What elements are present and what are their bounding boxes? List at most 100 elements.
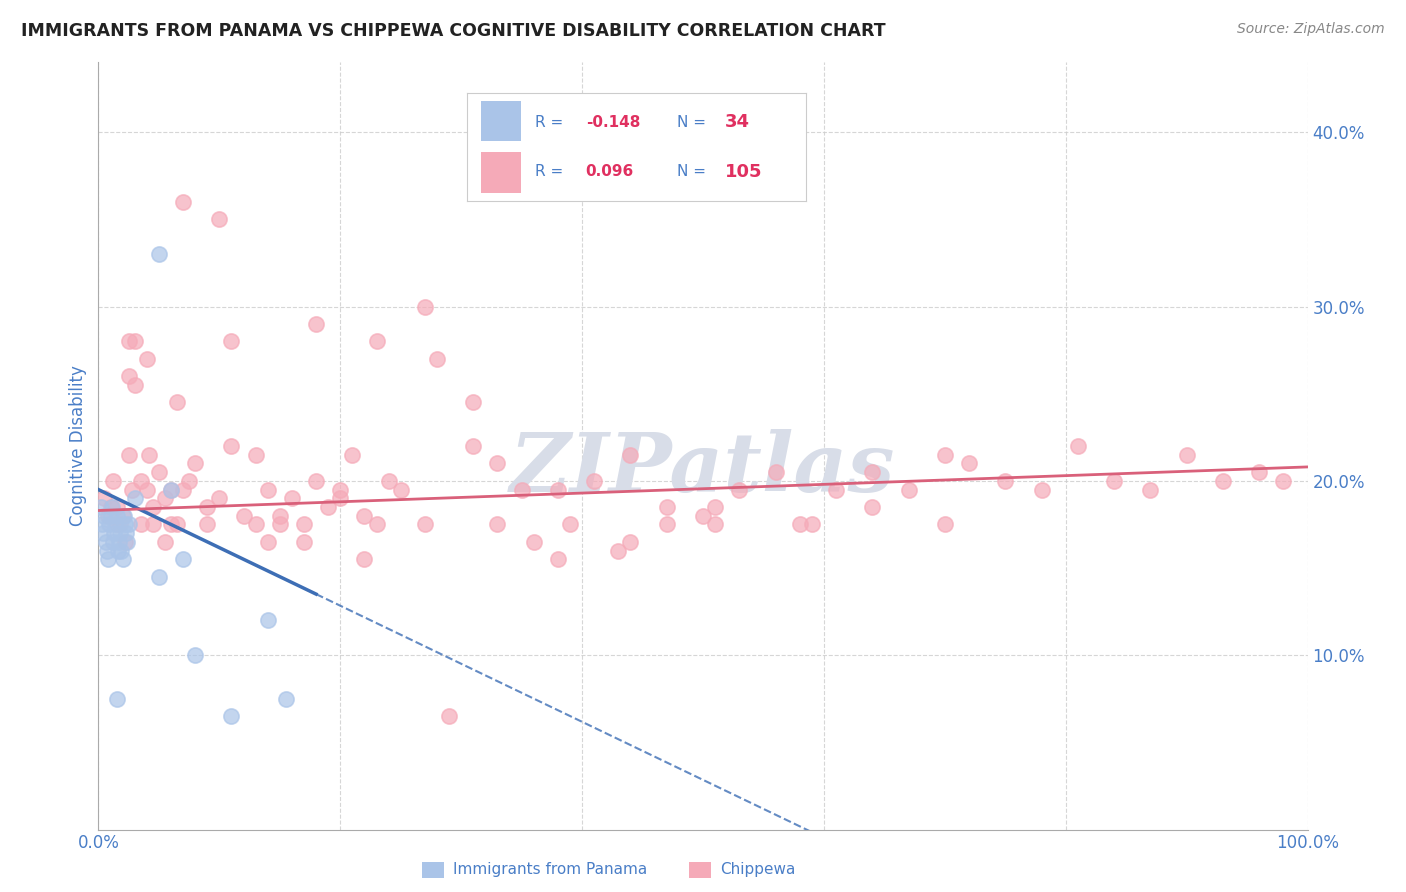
- Point: [129, 474, 152, 488]
- Point: [129, 517, 152, 532]
- Point: [100, 500, 122, 514]
- Point: [101, 474, 124, 488]
- Point: [1272, 474, 1295, 488]
- Point: [510, 483, 533, 497]
- Point: [111, 552, 134, 566]
- Point: [148, 247, 170, 261]
- Point: [316, 500, 339, 514]
- Point: [118, 448, 141, 462]
- Point: [1212, 474, 1234, 488]
- Point: [105, 500, 128, 514]
- Point: [486, 457, 509, 471]
- Point: [245, 448, 267, 462]
- Point: [166, 517, 188, 532]
- Point: [619, 534, 641, 549]
- Point: [437, 709, 460, 723]
- Text: IMMIGRANTS FROM PANAMA VS CHIPPEWA COGNITIVE DISABILITY CORRELATION CHART: IMMIGRANTS FROM PANAMA VS CHIPPEWA COGNI…: [21, 22, 886, 40]
- Point: [1139, 483, 1161, 497]
- Point: [342, 448, 364, 462]
- Point: [269, 508, 291, 523]
- Point: [184, 457, 207, 471]
- Point: [117, 534, 139, 549]
- Point: [172, 194, 194, 209]
- Point: [704, 517, 727, 532]
- Point: [1067, 439, 1090, 453]
- Point: [90, 500, 112, 514]
- Point: [221, 709, 243, 723]
- Point: [957, 457, 980, 471]
- Point: [547, 483, 569, 497]
- Point: [105, 517, 128, 532]
- Point: [232, 508, 254, 523]
- Point: [353, 508, 375, 523]
- Point: [104, 517, 127, 532]
- Point: [353, 552, 375, 566]
- Point: [221, 439, 243, 453]
- Point: [1031, 483, 1053, 497]
- Point: [124, 334, 146, 349]
- Point: [692, 508, 714, 523]
- Point: [148, 570, 170, 584]
- Point: [789, 517, 811, 532]
- Point: [281, 491, 304, 506]
- Point: [110, 543, 132, 558]
- Point: [124, 378, 146, 392]
- Point: [728, 483, 751, 497]
- Point: [329, 483, 352, 497]
- Text: ZIPatlas: ZIPatlas: [510, 429, 896, 509]
- Point: [366, 517, 388, 532]
- Point: [142, 517, 165, 532]
- Point: [179, 474, 201, 488]
- Point: [800, 517, 823, 532]
- Point: [860, 500, 883, 514]
- Point: [1102, 474, 1125, 488]
- Point: [274, 691, 297, 706]
- Point: [135, 483, 157, 497]
- Point: [108, 526, 131, 541]
- Point: [305, 317, 328, 331]
- Point: [655, 517, 678, 532]
- Point: [619, 448, 641, 462]
- Point: [765, 465, 787, 479]
- Point: [160, 483, 183, 497]
- Point: [463, 395, 485, 409]
- Point: [91, 517, 114, 532]
- Point: [94, 534, 117, 549]
- Point: [934, 448, 956, 462]
- Text: Chippewa: Chippewa: [720, 863, 796, 877]
- Point: [825, 483, 848, 497]
- Point: [121, 483, 143, 497]
- Point: [377, 474, 399, 488]
- Point: [105, 691, 128, 706]
- Point: [184, 648, 207, 663]
- Point: [583, 474, 606, 488]
- Point: [112, 508, 135, 523]
- Point: [245, 517, 267, 532]
- Point: [208, 212, 231, 227]
- Point: [1249, 465, 1271, 479]
- Point: [153, 534, 176, 549]
- Point: [103, 526, 125, 541]
- Point: [366, 334, 388, 349]
- Y-axis label: Cognitive Disability: Cognitive Disability: [69, 366, 87, 526]
- Point: [269, 517, 291, 532]
- Point: [897, 483, 920, 497]
- Point: [135, 351, 157, 366]
- Point: [114, 534, 136, 549]
- Text: Immigrants from Panama: Immigrants from Panama: [453, 863, 647, 877]
- Point: [160, 517, 183, 532]
- Point: [96, 543, 118, 558]
- Point: [97, 508, 120, 523]
- Point: [256, 483, 278, 497]
- Point: [256, 613, 278, 627]
- Point: [105, 508, 128, 523]
- Point: [486, 517, 509, 532]
- Point: [108, 517, 131, 532]
- Point: [101, 534, 124, 549]
- Point: [195, 500, 218, 514]
- Point: [607, 543, 630, 558]
- Point: [107, 543, 129, 558]
- Point: [166, 395, 188, 409]
- Point: [93, 491, 115, 506]
- Point: [413, 300, 436, 314]
